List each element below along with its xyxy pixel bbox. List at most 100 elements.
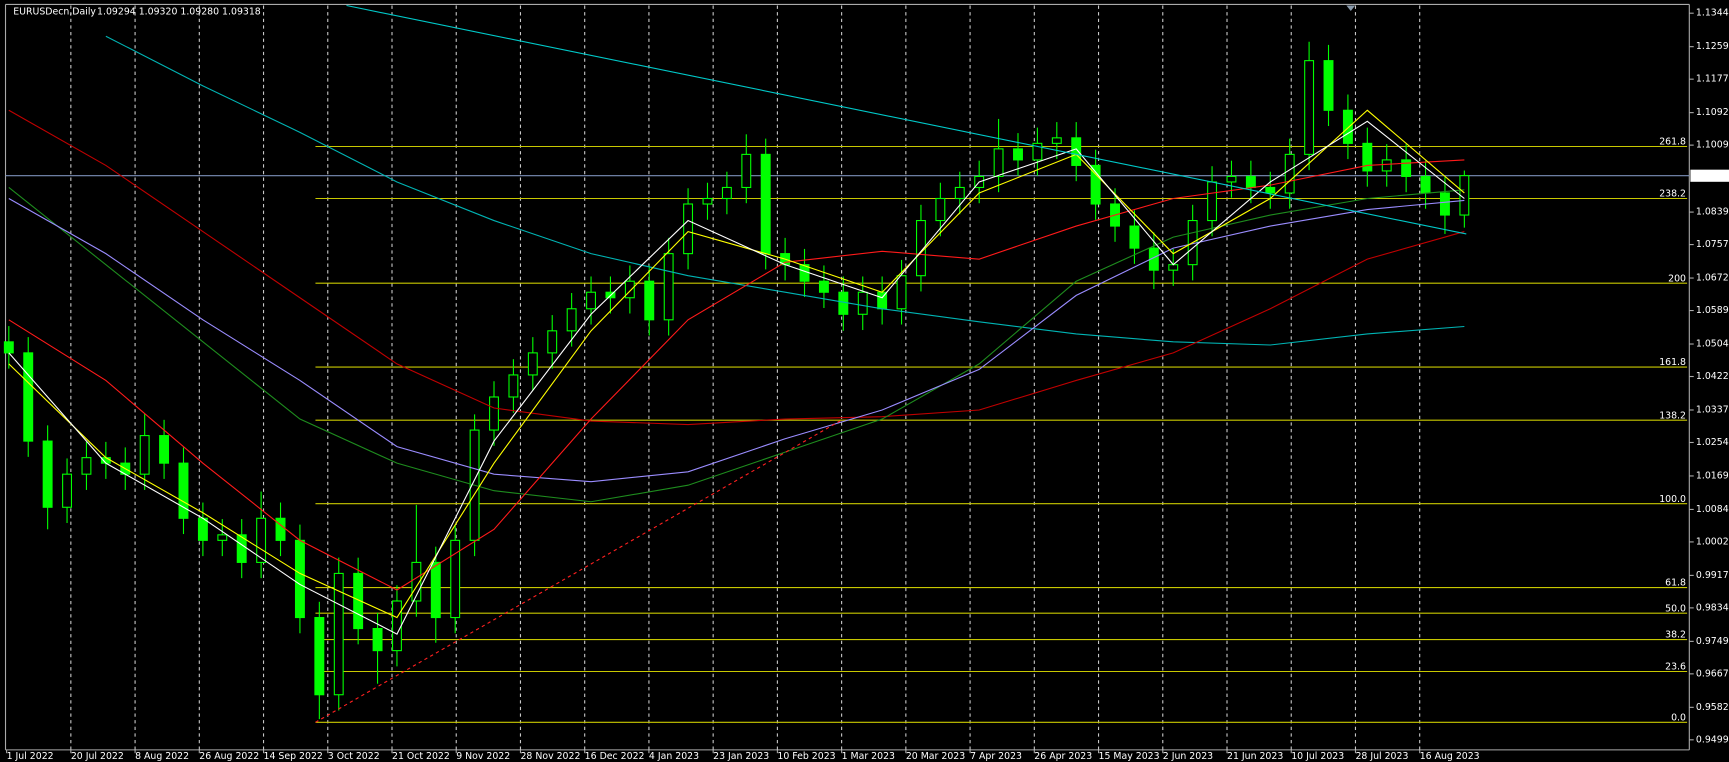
candle-body xyxy=(1071,137,1082,166)
y-tick-label: 1.06720 xyxy=(1696,273,1729,284)
candle-body xyxy=(23,352,34,442)
x-tick-label: 20 Mar 2023 xyxy=(906,751,965,762)
candle-body xyxy=(1362,142,1373,172)
candle-body xyxy=(430,561,441,619)
candle-body xyxy=(333,572,344,696)
plot: 261.8 238.2 200 161.8 138.2 100.0 61.8 50.0 38.2… xyxy=(3,4,1690,723)
candle-body xyxy=(838,291,849,315)
candle-body xyxy=(818,280,829,293)
current-price-label: 1.09318 xyxy=(1694,170,1729,181)
candle-body xyxy=(857,291,868,315)
x-tick-label: 21 Oct 2022 xyxy=(392,751,450,762)
moving-average xyxy=(8,109,1465,426)
candle-body xyxy=(566,308,577,332)
candle-body xyxy=(624,280,635,299)
candle-body xyxy=(314,616,325,696)
x-tick-label: 10 Jul 2023 xyxy=(1291,751,1344,762)
trendline xyxy=(315,418,844,723)
x-tick-label: 10 Feb 2023 xyxy=(777,751,835,762)
axis: 1 Jul 2022 20 Jul 2022 8 Aug 2022 26 Aug 20… xyxy=(6,8,1729,762)
candle-body xyxy=(547,330,558,354)
x-tick-label: 9 Nov 2022 xyxy=(456,751,510,762)
moving-average xyxy=(8,159,1465,591)
candle-body xyxy=(139,435,150,475)
y-tick-label: 1.08395 xyxy=(1696,207,1729,218)
x-tick-label: 28 Jul 2023 xyxy=(1355,751,1408,762)
candle-body xyxy=(275,517,286,541)
fib-label: 100.0 xyxy=(1659,494,1686,505)
y-tick-label: 1.05895 xyxy=(1696,305,1729,316)
y-tick-label: 1.10095 xyxy=(1696,140,1729,151)
candle-body xyxy=(935,197,946,222)
y-tick-label: 0.97495 xyxy=(1696,636,1729,647)
candle-body xyxy=(1032,142,1043,161)
candle-body xyxy=(1013,148,1023,161)
current-price-box xyxy=(1690,169,1729,182)
moving-average xyxy=(8,198,1465,483)
y-tick-label: 1.05045 xyxy=(1696,339,1729,350)
candle-body xyxy=(236,534,247,563)
candle-body xyxy=(1439,192,1450,216)
y-tick-label: 1.13445 xyxy=(1696,8,1729,19)
x-tick-label: 26 Apr 2023 xyxy=(1034,751,1092,762)
candle-body xyxy=(1051,137,1062,144)
fib-label: 138.2 xyxy=(1659,410,1686,421)
candle-body xyxy=(1304,60,1315,155)
x-tick-label: 26 Aug 2022 xyxy=(199,751,259,762)
fib-label: 50.0 xyxy=(1665,603,1686,614)
candle-body xyxy=(683,203,694,255)
trendline xyxy=(346,4,1467,235)
moving-average xyxy=(8,120,1465,635)
candle-body xyxy=(1090,164,1101,205)
candle-body xyxy=(1381,159,1392,172)
quote: 1.09294 1.09320 1.09280 1.09318 xyxy=(97,7,261,18)
y-tick-label: 1.04220 xyxy=(1696,371,1729,382)
candle-body xyxy=(1207,181,1218,222)
x-tick-label: 20 Jul 2022 xyxy=(71,751,124,762)
candle-body xyxy=(489,396,499,431)
candle-body xyxy=(663,253,674,321)
x-tick-label: 15 May 2023 xyxy=(1099,751,1160,762)
candle-body xyxy=(702,197,713,205)
x-tick-label: 14 Sep 2022 xyxy=(264,751,323,762)
y-tick-label: 1.10920 xyxy=(1696,107,1729,118)
candle-body xyxy=(450,539,461,619)
x-tick-label: 21 Jun 2023 xyxy=(1227,751,1283,762)
y-tick-label: 0.94995 xyxy=(1696,734,1729,745)
candle-body xyxy=(372,628,383,652)
candle-body xyxy=(1420,175,1431,194)
x-tick-label: 16 Dec 2022 xyxy=(585,751,645,762)
candle-body xyxy=(954,186,965,200)
candle-body xyxy=(159,435,170,464)
moving-average xyxy=(105,35,1465,346)
candle-body xyxy=(1245,175,1256,189)
y-tick-label: 1.03370 xyxy=(1696,404,1729,415)
fib-label: 38.2 xyxy=(1665,630,1686,641)
candle-body xyxy=(217,534,228,541)
y-tick-label: 1.00845 xyxy=(1696,504,1729,515)
candle-body xyxy=(586,291,596,310)
y-tick-label: 1.11770 xyxy=(1696,74,1729,85)
x-tick-label: 4 Jan 2023 xyxy=(649,751,699,762)
y-tick-label: 1.01695 xyxy=(1696,470,1729,481)
candle-body xyxy=(896,275,907,310)
candle-body xyxy=(1342,109,1353,144)
scroll-marker xyxy=(1346,5,1356,12)
candle-body xyxy=(993,148,1004,177)
chart-title: EURUSDecn,Daily xyxy=(13,7,96,18)
candle-body xyxy=(256,517,267,563)
x-tick-label: 23 Jan 2023 xyxy=(713,751,769,762)
y-tick-label: 1.07570 xyxy=(1696,239,1729,250)
x-tick-label: 16 Aug 2023 xyxy=(1420,751,1480,762)
candle-body xyxy=(1129,225,1140,249)
fib-label: 23.6 xyxy=(1665,662,1686,673)
candle-body xyxy=(644,280,655,321)
candle-body xyxy=(353,572,364,630)
fib-label: 238.2 xyxy=(1659,189,1686,200)
candle-body xyxy=(294,539,305,619)
y-tick-label: 1.02545 xyxy=(1696,437,1729,448)
